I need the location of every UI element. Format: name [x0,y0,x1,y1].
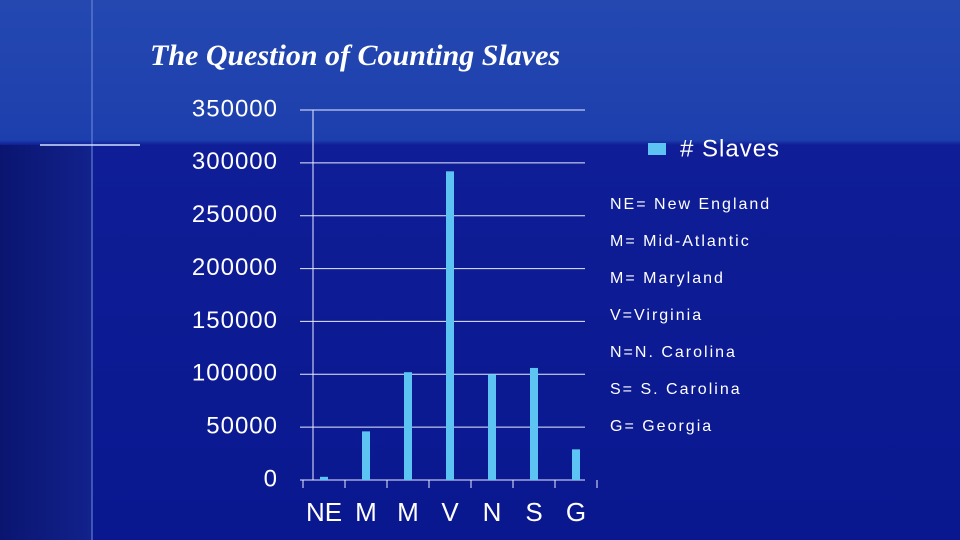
x-tick-label: M [397,497,419,527]
annotation: NE= New England [610,196,772,213]
y-tick-label: 350000 [192,95,278,122]
legend-swatch [648,143,666,155]
bar [530,367,538,480]
y-tick-label: 100000 [192,360,278,387]
y-tick-label: 200000 [192,254,278,281]
x-tick-label: G [566,497,586,527]
annotation: G= Georgia [610,418,714,435]
y-tick-label: 50000 [206,412,278,439]
chart-title: The Question of Counting Slaves [150,39,560,72]
bar [572,449,580,480]
x-tick-label: S [525,497,542,527]
y-tick-label: 300000 [192,148,278,175]
legend-label: # Slaves [680,135,780,162]
x-tick-label: NE [306,497,342,527]
annotation: V=Virginia [610,307,704,324]
y-tick-label: 0 [264,465,278,492]
bar [488,374,496,480]
annotation: M= Mid-Atlantic [610,233,751,250]
x-tick-label: V [441,497,459,527]
x-tick-label: M [355,497,377,527]
bar [446,171,454,481]
y-tick-label: 150000 [192,307,278,334]
bar [362,431,370,480]
left-strip [0,145,92,540]
y-tick-label: 250000 [192,201,278,228]
bar [404,372,412,480]
annotation: M= Maryland [610,270,725,287]
bar [320,476,328,480]
annotation: S= S. Carolina [610,381,742,398]
notes: NE= New England M= Mid-Atlantic M= Marylan… [610,196,808,455]
annotation: N=N. Carolina [610,344,737,361]
x-tick-label: N [483,497,502,527]
